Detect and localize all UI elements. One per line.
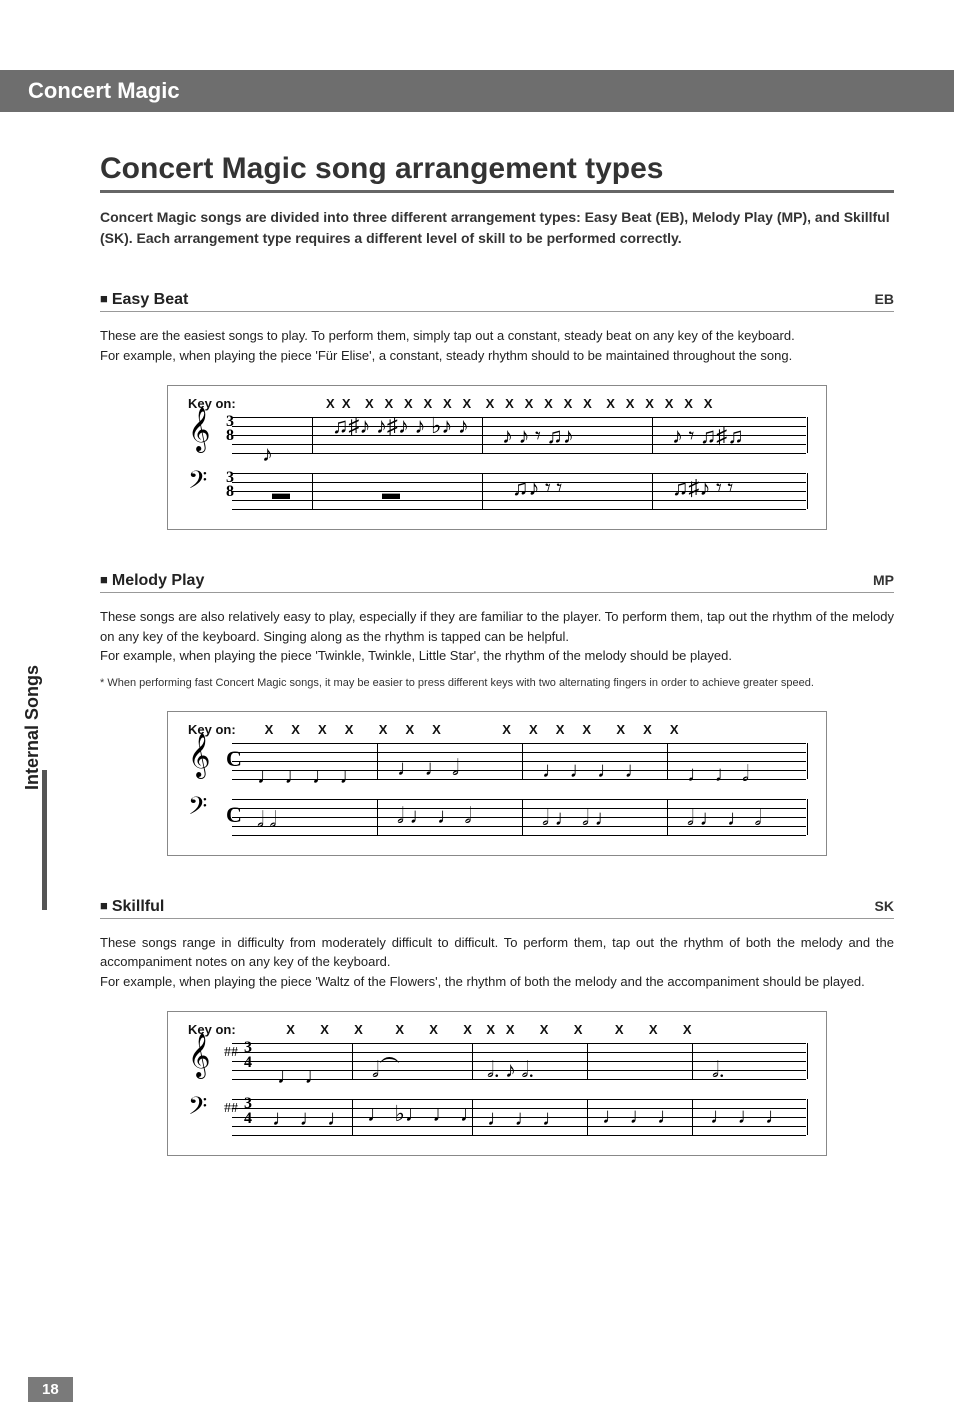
notes-eb-b4: ♫♯♪ 𝄾 𝄾 [672,475,733,501]
notes-eb-t4: ♪ 𝄾 ♫♯♫ [672,423,744,449]
notes-sk-b5: ♩ ♩ ♩ [710,1103,787,1129]
notes-eb-t1: ♪ [262,441,273,467]
side-tab-label: Internal Songs [22,665,43,790]
section-easy-beat: Easy Beat EB These are the easiest songs… [100,291,894,530]
notes-mp-t3: ♩ ♩ ♩ ♩ [542,757,647,783]
section-head: Easy Beat EB [100,291,894,312]
treble-staff-eb: 𝄞 3 8 ♪ ♫♯♪ ♪♯♪ ♪ ♭♪ ♪ ♪ [232,417,806,453]
treble-staff-sk: 𝄞 ## 3 4 ♩ ♩ [232,1043,806,1079]
rest-eb-b2: ▬ [382,483,400,504]
section-head-sk: Skillful SK [100,898,894,919]
notes-mp-t2: ♩ ♩ 𝅗𝅥 [397,755,459,781]
notes-mp-b3: 𝅗𝅥 ♩ 𝅗𝅥 ♩ [542,805,617,831]
section-skillful: Skillful SK These songs range in difficu… [100,898,894,1157]
key-on-row-mp: Key on: X X X X X X X X X X X X X X [188,722,806,737]
score-easy-beat: Key on: X X X X X X X X X X X X X X X X … [167,385,827,530]
section-title-skillful: Skillful [100,898,164,916]
treble-clef-icon-sk: 𝄞 [188,1037,210,1075]
bass-staff-mp: 𝄢 C 𝅗𝅥 𝅗𝅥 𝅗𝅥 ♩ ♩ 𝅗𝅥 𝅗𝅥 ♩ 𝅗𝅥 ♩ 𝅗𝅥 ♩ [232,799,806,835]
section-header-label: Concert Magic [28,78,180,103]
treble-clef-icon-mp: 𝄞 [188,737,210,775]
notes-mp-b1: 𝅗𝅥 𝅗𝅥 [257,807,277,833]
time-signature-sk-b: 3 4 [244,1097,252,1126]
treble-staff-mp: 𝄞 C ♩ ♩ ♩ ♩ ♩ ♩ 𝅗𝅥 ♩ ♩ ♩ ♩ ♩ ♩ 𝅗𝅥 [232,743,806,779]
notes-sk-t5: 𝅗𝅥. [712,1057,725,1083]
treble-clef-icon: 𝄞 [188,411,210,449]
score-melody-play: Key on: X X X X X X X X X X X X X X 𝄞 C [167,711,827,856]
bass-clef-icon-mp: 𝄢 [188,795,207,825]
notes-mp-b2: 𝅗𝅥 ♩ ♩ 𝅗𝅥 [397,803,472,829]
page-title: Concert Magic song arrangement types [100,152,894,193]
notes-sk-t3: 𝅗𝅥. ♪ 𝅗𝅥. [487,1057,534,1083]
notes-sk-b3: ♩ ♩ ♩ [487,1105,564,1131]
section-body-easy-beat: These are the easiest songs to play. To … [100,326,894,365]
notes-mp-b4: 𝅗𝅥 ♩ ♩ 𝅗𝅥 [687,805,762,831]
bass-clef-icon-sk: 𝄢 [188,1095,207,1125]
section-head-mp: Melody Play MP [100,572,894,593]
score-skillful: Key on: X X X X X X X X X X X X X 𝄞 ## 3… [167,1011,827,1156]
intro-paragraph: Concert Magic songs are divided into thr… [100,207,894,249]
section-tag-mp: MP [873,572,894,588]
section-body-skillful: These songs range in difficulty from mod… [100,933,894,992]
notes-mp-t1: ♩ ♩ ♩ ♩ [257,763,362,789]
page-number: 18 [28,1377,73,1402]
key-on-row-sk: Key on: X X X X X X X X X X X X X [188,1022,806,1037]
notes-sk-t1: ♩ ♩ [277,1063,327,1089]
time-signature-eb: 3 8 [226,415,234,444]
notes-sk-t2: 𝅗𝅥⁀ [372,1057,400,1083]
section-body-melody-play: These songs are also relatively easy to … [100,607,894,666]
notes-eb-b3: ♫♪ 𝄾 𝄾 [512,475,562,501]
time-signature-eb-bass: 3 8 [226,471,234,500]
key-on-row-eb: Key on: X X X X X X X X X X X X X X X X … [188,396,806,411]
rest-eb-b1: ▬ [272,483,290,504]
key-sig-sk-t: ## [224,1045,238,1061]
notes-sk-b2: ♩ ♭♩ ♩ ♩ [367,1101,482,1127]
key-sig-sk-b: ## [224,1101,238,1117]
section-melody-play: Melody Play MP These songs are also rela… [100,572,894,856]
section-header-bar: Concert Magic [0,70,954,112]
side-tab-bar [42,770,47,910]
footnote-melody-play: * When performing fast Concert Magic son… [100,676,894,691]
section-tag-eb: EB [875,291,894,307]
notes-eb-t3: ♪ ♪ 𝄾 ♫♪ [502,423,574,449]
notes-sk-b4: ♩ ♩ ♩ [602,1103,679,1129]
bass-staff-eb: 𝄢 3 8 ▬ ▬ ♫♪ 𝄾 𝄾 [232,473,806,509]
bass-clef-icon: 𝄢 [188,469,207,499]
section-title-melody-play: Melody Play [100,572,204,590]
bass-staff-sk: 𝄢 ## 3 4 ♩ ♩ ♩ [232,1099,806,1135]
page-content: Concert Magic song arrangement types Con… [0,152,954,1156]
section-title-easy-beat: Easy Beat [100,291,188,309]
notes-eb-t2: ♫♯♪ ♪♯♪ ♪ ♭♪ ♪ [332,413,469,439]
section-tag-sk: SK [875,898,894,914]
time-signature-sk: 3 4 [244,1041,252,1070]
notes-mp-t4: ♩ ♩ 𝅗𝅥 [687,761,749,787]
notes-sk-b1: ♩ ♩ ♩ [272,1105,349,1131]
